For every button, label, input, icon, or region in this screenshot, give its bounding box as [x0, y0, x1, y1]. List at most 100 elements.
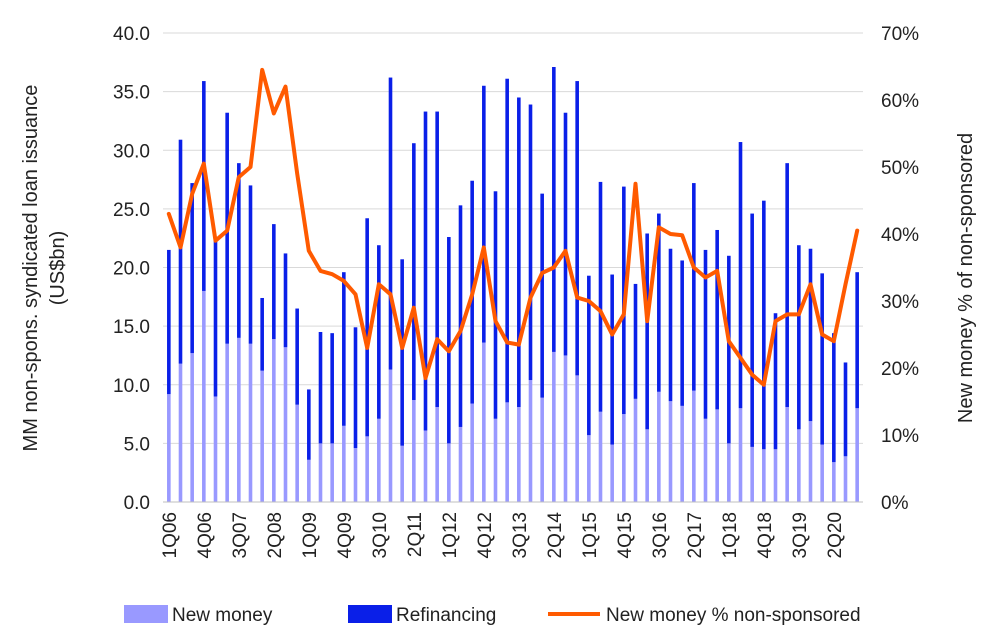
bar-refinancing [797, 245, 801, 430]
legend-swatch-refinancing [348, 605, 392, 623]
y2-tick-label: 30% [881, 292, 919, 313]
bar-new-money [330, 443, 334, 502]
bar-refinancing [318, 331, 323, 444]
x-tick-label: 4Q09 [335, 512, 356, 558]
bar-refinancing [377, 245, 381, 419]
line-new-money-pct [166, 67, 860, 387]
bar-refinancing [633, 283, 638, 399]
y-tick-label: 10.0 [113, 376, 150, 397]
bar-new-money [762, 449, 766, 502]
bar-new-money [248, 343, 253, 502]
bar-new-money [295, 404, 299, 502]
legend-label-new-money: New money [172, 605, 273, 626]
bar-refinancing [365, 218, 369, 437]
bar-new-money [797, 429, 801, 502]
bar-new-money [610, 444, 614, 502]
bar-new-money [657, 391, 661, 502]
bar-refinancing [820, 273, 824, 445]
bar-new-money [727, 443, 731, 502]
bar-new-money [517, 407, 521, 502]
bar-refinancing [412, 143, 416, 400]
bar-refinancing [540, 193, 544, 398]
bar-refinancing [762, 200, 766, 450]
x-tick-label: 1Q06 [160, 512, 181, 558]
bar-new-money [435, 407, 439, 502]
bar-refinancing [750, 213, 754, 447]
y2-tick-label: 0% [881, 493, 909, 514]
bar-new-money [353, 448, 358, 502]
bar-new-money [505, 402, 509, 502]
bar-new-money [563, 355, 568, 502]
y2-tick-label: 40% [881, 225, 919, 246]
y2-tick-label: 60% [881, 91, 919, 112]
y-tick-label: 25.0 [113, 200, 150, 221]
bar-new-money [493, 418, 498, 502]
x-tick-label: 1Q15 [580, 512, 601, 558]
bar-refinancing [237, 163, 241, 338]
bar-new-money [260, 370, 264, 502]
x-tick-label: 3Q10 [370, 512, 391, 558]
bar-refinancing [272, 224, 276, 340]
bar-refinancing [423, 111, 428, 431]
gridlines [163, 32, 863, 444]
y-tick-label: 20.0 [113, 259, 150, 280]
legend-label-line: New money % non-sponsored [606, 605, 861, 626]
bar-refinancing [832, 333, 836, 463]
bar-new-money [750, 446, 754, 502]
x-tick-label: 3Q13 [510, 512, 531, 558]
bar-refinancing [330, 333, 334, 444]
bar-refinancing [668, 248, 673, 402]
bar-refinancing [855, 272, 859, 409]
bar-new-money [283, 347, 288, 502]
bar-refinancing [703, 249, 708, 419]
bar-refinancing [692, 183, 696, 391]
bar-refinancing [260, 297, 264, 371]
x-tick-label: 2Q11 [405, 512, 426, 557]
bar-refinancing [727, 255, 731, 444]
bar-new-money [470, 403, 474, 502]
x-tick-label: 3Q07 [230, 512, 251, 558]
bar-refinancing [587, 275, 591, 436]
bar-new-money [167, 394, 171, 502]
bar-refinancing [808, 248, 813, 422]
y-tick-label: 5.0 [124, 434, 150, 455]
bar-new-money [342, 425, 346, 502]
bar-new-money [703, 418, 708, 502]
bar-new-money [680, 405, 684, 502]
bar-refinancing [645, 233, 649, 430]
bar-new-money [178, 363, 183, 502]
bar-refinancing [307, 389, 311, 460]
y2-tick-label: 20% [881, 359, 919, 380]
y2-axis-title: New money % of non-sponsored [955, 133, 977, 423]
bar-refinancing [715, 229, 719, 410]
bar-refinancing [283, 253, 288, 348]
bar-new-money [773, 449, 778, 502]
bar-refinancing [190, 183, 194, 354]
x-tick-label: 3Q19 [790, 512, 811, 558]
bar-new-money [692, 390, 696, 502]
x-tick-label: 2Q08 [265, 512, 286, 558]
bar-new-money [377, 418, 381, 502]
bar-refinancing [552, 67, 556, 352]
bar-new-money [400, 445, 404, 502]
bar-new-money [575, 375, 579, 502]
y-tick-label: 30.0 [113, 141, 150, 162]
bar-new-money [307, 459, 311, 502]
bar-new-money [540, 397, 544, 502]
bar-new-money [237, 337, 241, 502]
x-tick-label: 4Q06 [195, 512, 216, 558]
bar-new-money [633, 398, 638, 502]
x-tick-label: 2Q17 [685, 512, 706, 558]
y-tick-label: 0.0 [124, 493, 150, 514]
x-tick-label: 2Q14 [545, 512, 566, 559]
bar-new-money [832, 462, 836, 502]
bar-new-money [820, 444, 824, 502]
bar-refinancing [388, 77, 393, 370]
bar-new-money [458, 426, 463, 502]
bar-new-money [318, 443, 323, 502]
y2-tick-label: 10% [881, 426, 919, 447]
x-tick-label: 1Q12 [440, 512, 461, 558]
bar-refinancing [785, 163, 789, 408]
y-axis-ticks: 0.0 5.0 10.0 15.0 20.0 25.0 30.0 35.0 40.0 [113, 24, 150, 514]
bar-new-money [365, 436, 369, 502]
